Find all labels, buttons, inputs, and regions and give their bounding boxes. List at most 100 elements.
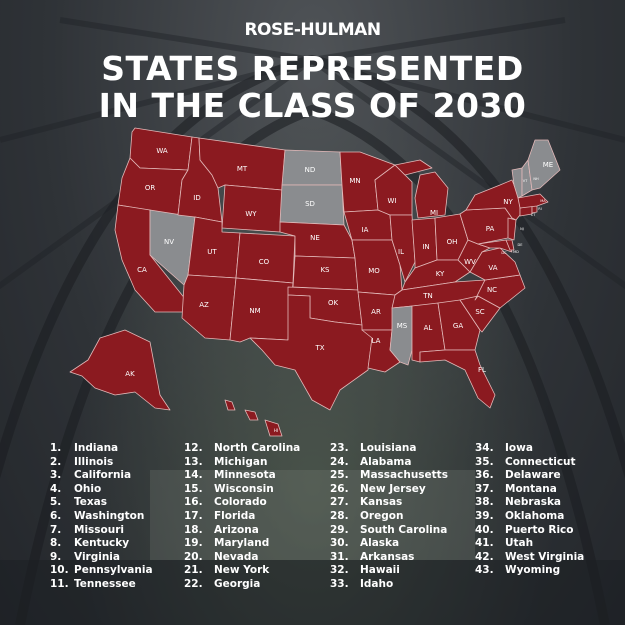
list-item-state: Iowa [505, 442, 533, 454]
list-item-number: 36. [475, 469, 494, 482]
list-item: 25. Massachusetts [330, 469, 448, 483]
list-item-number: 5. [50, 496, 62, 509]
list-item-state: Kentucky [74, 537, 130, 550]
list-item-state: Pennsylvania [74, 564, 153, 577]
list-item: 32. Hawaii [330, 564, 448, 578]
list-item-state: Delaware [505, 469, 561, 482]
list-item: 42. West Virginia [475, 551, 584, 565]
label-ar: AR [371, 308, 381, 316]
list-item: 16. Colorado [184, 496, 300, 510]
page-title: STATES REPRESENTED IN THE CLASS OF 2030 [0, 50, 625, 124]
list-item-number: 16. [184, 496, 203, 509]
state-tx [249, 294, 373, 411]
label-sc: SC [475, 308, 484, 316]
list-item-number: 22. [184, 577, 203, 590]
label-id: ID [193, 194, 200, 202]
list-item: 9. Virginia [50, 551, 153, 565]
label-nm: NM [249, 307, 260, 315]
list-item-number: 29. [330, 523, 349, 536]
label-ky: KY [436, 270, 445, 278]
list-item: 1. Indiana [50, 442, 153, 456]
list-item-state: Arkansas [360, 550, 415, 563]
state-az [181, 274, 237, 341]
state-vt [511, 167, 523, 199]
list-item-state: Virginia [74, 550, 120, 563]
list-item-number: 13. [184, 455, 203, 468]
list-item-state: Massachusetts [360, 469, 448, 482]
label-ks: KS [320, 266, 330, 274]
list-item-state: Alabama [360, 455, 412, 468]
state-mi [394, 159, 449, 219]
title-line-1: STATES REPRESENTED [101, 49, 524, 88]
list-item: 11. Tennessee [50, 578, 153, 592]
states-column-3: 23. Louisiana 24. Alabama 25. Massachusetts 26… [330, 442, 448, 592]
list-item-number: 6. [50, 509, 62, 522]
label-ia: IA [362, 226, 369, 234]
state-ri [531, 205, 538, 214]
label-wy: WY [245, 210, 257, 218]
list-item-state: Missouri [74, 523, 125, 536]
list-item-number: 3. [50, 469, 62, 482]
label-mo: MO [368, 267, 380, 275]
label-fl: FL [478, 366, 486, 374]
label-tx: TX [314, 344, 324, 352]
brand-logo: ROSE-HULMAN [244, 20, 381, 40]
list-item-number: 9. [50, 550, 62, 563]
list-item-state: Michigan [214, 455, 268, 468]
list-item-number: 31. [330, 550, 349, 563]
list-item-state: North Carolina [214, 442, 301, 454]
list-item: 27. Kansas [330, 496, 448, 510]
list-item-state: Oklahoma [505, 509, 565, 522]
list-item: 13. Michigan [184, 456, 300, 470]
list-item: 3. California [50, 469, 153, 483]
list-item: 29. South Carolina [330, 524, 448, 538]
states-list: 1. Indiana 2. Illinois 3. California 4. Ohio 5. T… [0, 442, 625, 592]
list-item-state: West Virginia [505, 550, 585, 563]
list-item-state: Texas [74, 496, 107, 509]
label-nh: NH [533, 177, 539, 181]
list-item-state: Nevada [214, 550, 259, 563]
list-item-number: 26. [330, 482, 349, 495]
list-item-number: 40. [475, 523, 494, 536]
list-item-state: Minnesota [214, 469, 276, 482]
list-item-state: Montana [505, 482, 557, 495]
label-wa: WA [156, 147, 168, 155]
list-item: 33. Idaho [330, 578, 448, 592]
list-item-number: 25. [330, 469, 349, 482]
label-nd: ND [305, 166, 316, 174]
list-item-state: Hawaii [360, 564, 400, 577]
list-item: 4. Ohio [50, 483, 153, 497]
list-item-state: Oregon [360, 509, 404, 522]
state-sc [459, 295, 501, 333]
list-item-state: California [74, 469, 132, 482]
list-item: 34. Iowa [475, 442, 584, 456]
list-item-state: Georgia [214, 577, 261, 590]
list-item-state: Nebraska [505, 496, 562, 509]
label-mi: MI [430, 209, 438, 217]
label-or: OR [145, 184, 156, 192]
label-mt: MT [237, 165, 248, 173]
list-item-number: 39. [475, 509, 494, 522]
list-item: 12. North Carolina [184, 442, 300, 456]
label-ct: CT [531, 213, 536, 217]
list-item-state: New York [214, 564, 270, 577]
list-item: 28. Oregon [330, 510, 448, 524]
list-item-number: 11. [50, 577, 69, 590]
list-item: 10. Pennsylvania [50, 564, 153, 578]
state-fl [419, 349, 496, 409]
list-item-number: 10. [50, 564, 69, 577]
state-md [477, 239, 513, 253]
list-item-state: Tennessee [74, 577, 136, 590]
list-item: 22. Georgia [184, 578, 300, 592]
states-column-4: 34. Iowa 35. Connecticut 36. Delaware 37. Monta… [475, 442, 584, 578]
list-item-number: 42. [475, 550, 494, 563]
list-item: 24. Alabama [330, 456, 448, 470]
label-pa: PA [486, 225, 495, 233]
list-item-number: 30. [330, 537, 349, 550]
label-ga: GA [453, 322, 463, 330]
state-nj [507, 217, 517, 241]
list-item-state: Alaska [360, 537, 400, 550]
label-la: LA [372, 337, 381, 345]
state-ak [69, 329, 171, 411]
